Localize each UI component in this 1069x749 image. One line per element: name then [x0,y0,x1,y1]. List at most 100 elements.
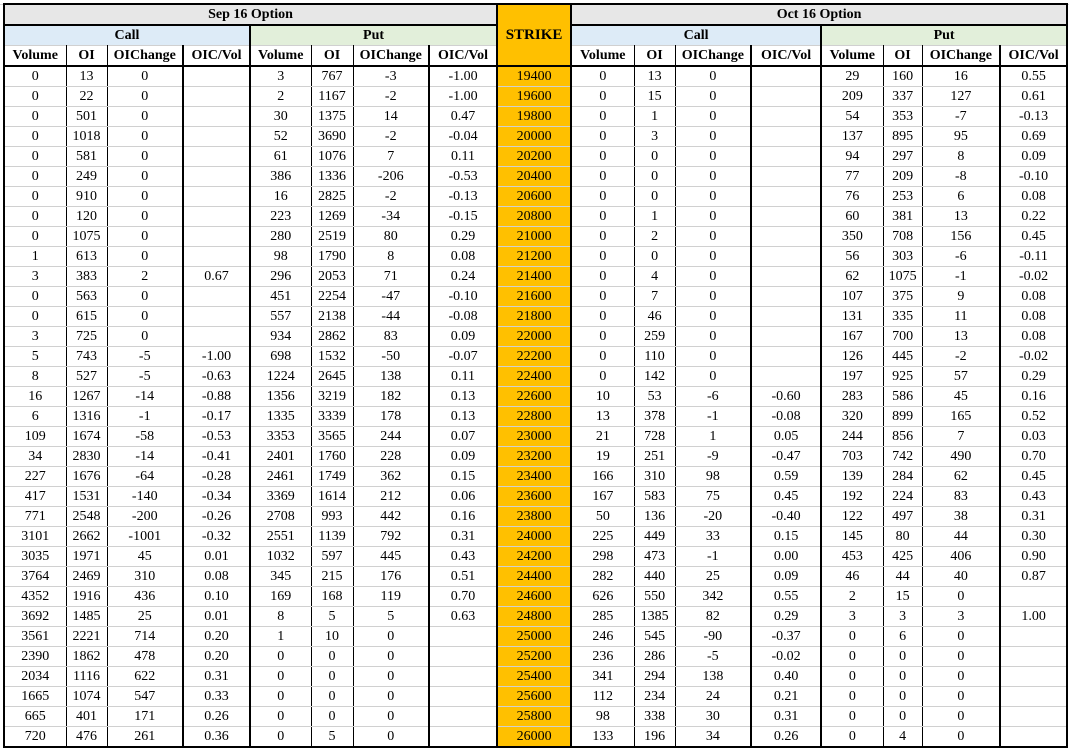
strike-cell[interactable]: 24200 [496,546,573,567]
sep-put-volume-cell[interactable]: 1032 [249,546,312,567]
sep-call-oichange-cell[interactable]: 2 [106,266,184,287]
oct-put-oi-cell[interactable]: 44 [882,566,923,587]
oct-call-volume-cell[interactable]: 112 [570,686,635,707]
oct-put-oic-vol-cell[interactable]: 0.08 [999,186,1069,207]
sep-put-volume-cell[interactable]: 3 [249,65,312,87]
sep-call-volume-cell[interactable]: 0 [3,286,67,307]
sep-call-oi-cell[interactable]: 2830 [65,446,108,467]
strike-cell[interactable]: 21200 [496,246,573,267]
oct-put-oi-cell[interactable]: 0 [882,666,923,687]
sep-call-oi-cell[interactable]: 249 [65,166,108,187]
sep-put-oichange-cell[interactable]: 5 [352,606,430,627]
sep-call-oic-vol-cell[interactable] [182,206,251,227]
oct-call-oichange-cell[interactable]: 0 [674,206,753,227]
sep-put-oi-cell[interactable]: 1614 [310,486,354,507]
oct-call-oi-cell[interactable]: 473 [633,546,676,567]
sep-put-oic-vol-cell[interactable]: 0.09 [428,446,499,467]
sep-put-oichange-cell[interactable]: -34 [352,206,430,227]
oct-put-oi-cell[interactable]: 0 [882,686,923,707]
sep-call-volume-cell[interactable]: 3 [3,266,67,287]
sep-call-volume-cell[interactable]: 0 [3,186,67,207]
sep-put-oi-cell[interactable]: 767 [310,65,354,87]
sep-put-oi-cell[interactable]: 1532 [310,346,354,367]
sep-call-oichange-cell[interactable]: 0 [106,166,184,187]
strike-cell[interactable]: 24800 [496,606,573,627]
sep-put-volume-cell[interactable]: 1356 [249,386,312,407]
oct-call-oichange-cell[interactable]: -90 [674,626,753,647]
strike-cell[interactable]: 24600 [496,586,573,607]
strike-cell[interactable]: 21600 [496,286,573,307]
oct-put-volume-cell[interactable]: 0 [820,706,884,727]
oct-put-oichange-cell[interactable]: 40 [921,566,1002,587]
oct-call-oi-cell[interactable]: 7 [633,286,676,307]
oct-call-oic-vol-cell[interactable] [750,186,823,207]
sep-put-volume-cell[interactable]: 0 [249,646,312,667]
oct-put-oi-cell[interactable]: 700 [882,326,923,347]
sep-call-oic-vol-cell[interactable] [182,126,251,147]
oct-call-oichange-cell[interactable]: -5 [674,646,753,667]
sep-call-oi-cell[interactable]: 501 [65,106,108,127]
sep-put-oic-vol-cell[interactable]: 0.13 [428,406,499,427]
oct-put-oic-vol-cell[interactable]: 0.90 [999,546,1069,567]
oct-call-oi-cell[interactable]: 310 [633,466,676,487]
oct-put-oi-cell[interactable]: 925 [882,366,923,387]
oct-put-oi-cell[interactable]: 425 [882,546,923,567]
strike-cell[interactable]: 23800 [496,506,573,527]
oct-call-volume-cell[interactable]: 19 [570,446,635,467]
oct-put-oi-cell[interactable]: 381 [882,206,923,227]
oct-call-oi-cell[interactable]: 234 [633,686,676,707]
oct-call-volume-cell[interactable]: 341 [570,666,635,687]
oct-call-volume-cell[interactable]: 0 [570,286,635,307]
sep-put-oic-vol-cell[interactable]: 0.15 [428,466,499,487]
oct-call-volume-cell[interactable]: 0 [570,366,635,387]
oct-call-oichange-cell[interactable]: 0 [674,65,753,87]
oct-put-oi-cell[interactable]: 586 [882,386,923,407]
oct-put-oichange-cell[interactable]: 127 [921,86,1002,107]
oct-call-oichange-cell[interactable]: 0 [674,366,753,387]
oct-put-oi-cell[interactable]: 335 [882,306,923,327]
oct-put-oic-vol-cell[interactable] [999,626,1069,647]
oct-call-oichange-cell[interactable]: 0 [674,326,753,347]
strike-cell[interactable]: 22600 [496,386,573,407]
sep-put-volume-cell[interactable]: 0 [249,666,312,687]
strike-cell[interactable]: 21400 [496,266,573,287]
oct-put-volume-cell[interactable]: 0 [820,686,884,707]
sep-call-volume-cell[interactable]: 0 [3,166,67,187]
oct-call-oi-cell[interactable]: 0 [633,166,676,187]
oct-put-volume-cell[interactable]: 0 [820,626,884,647]
oct-put-oi-cell[interactable]: 856 [882,426,923,447]
sep-call-oic-vol-cell[interactable] [182,186,251,207]
sep-put-oic-vol-cell[interactable]: -0.08 [428,306,499,327]
strike-cell[interactable]: 19800 [496,106,573,127]
sep-call-volume-cell[interactable]: 1665 [3,686,67,707]
sep-call-oic-vol-cell[interactable]: -0.28 [182,466,251,487]
strike-cell[interactable]: 20800 [496,206,573,227]
oct-put-volume-cell[interactable]: 453 [820,546,884,567]
sep-put-oi-cell[interactable]: 0 [310,666,354,687]
oct-call-oichange-cell[interactable]: -6 [674,386,753,407]
sep-put-oichange-cell[interactable]: -47 [352,286,430,307]
sep-call-oic-vol-cell[interactable]: 0.36 [182,726,251,748]
sep-call-oic-vol-cell[interactable]: -0.34 [182,486,251,507]
oct-call-volume-cell[interactable]: 0 [570,246,635,267]
sep-call-oi-cell[interactable]: 22 [65,86,108,107]
oct-call-oichange-cell[interactable]: 0 [674,146,753,167]
sep-call-oichange-cell[interactable]: 0 [106,65,184,87]
strike-cell[interactable]: 22800 [496,406,573,427]
sep-put-oic-vol-cell[interactable]: 0.63 [428,606,499,627]
sep-put-oi-cell[interactable]: 1076 [310,146,354,167]
oct-call-oi-cell[interactable]: 545 [633,626,676,647]
oct-put-oichange-cell[interactable]: 406 [921,546,1002,567]
oct-put-oi-cell[interactable]: 708 [882,226,923,247]
oct-call-oi-cell[interactable]: 378 [633,406,676,427]
sep-put-oi-cell[interactable]: 1139 [310,526,354,547]
oct-put-oic-vol-cell[interactable]: 0.03 [999,426,1069,447]
oct-call-oi-cell[interactable]: 110 [633,346,676,367]
oct-call-oichange-cell[interactable]: 0 [674,166,753,187]
oct-call-volume-cell[interactable]: 236 [570,646,635,667]
oct-put-volume-cell[interactable]: 192 [820,486,884,507]
sep-put-volume-cell[interactable]: 2708 [249,506,312,527]
oct-put-volume-cell[interactable]: 244 [820,426,884,447]
sep-put-oi-cell[interactable]: 1749 [310,466,354,487]
strike-cell[interactable]: 26000 [496,726,573,748]
